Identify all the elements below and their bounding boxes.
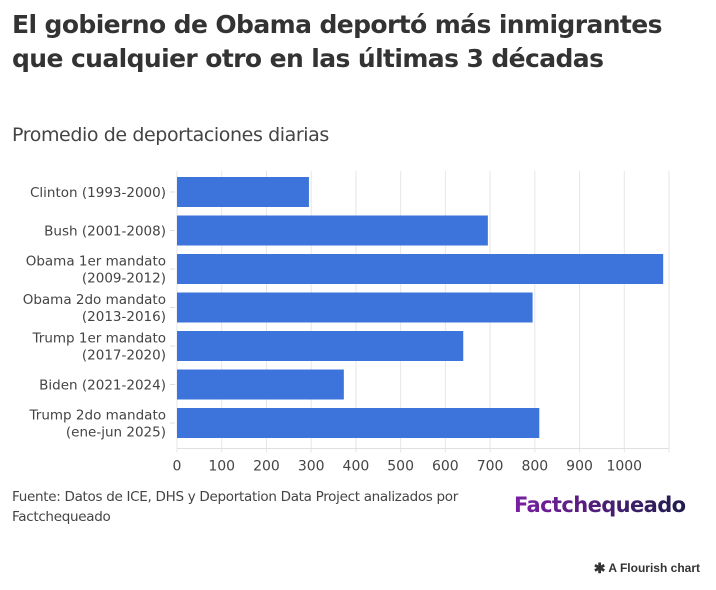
x-tick-label: 500 [387,459,414,475]
bar[interactable] [177,215,488,246]
category-label: Obama 1er mandato (2009-2012) [26,254,166,287]
category-label-line: Biden (2021-2024) [39,378,166,394]
category-label: Clinton (1993-2000) [30,185,166,201]
bar[interactable] [177,408,540,438]
category-label-line: (2013-2016) [82,309,166,325]
x-tick-label: 600 [432,459,459,475]
x-tick-label: 700 [477,459,504,475]
bar[interactable] [177,254,664,284]
bar-chart: Clinton (1993-2000) Bush (2001-2008) Obama… [23,171,670,475]
bars [177,177,664,438]
x-tick-label: 300 [298,459,325,475]
x-axis-ticks: 0 100 200 300 400 500 600 700 800 900 1000 [173,459,643,475]
flourish-credit[interactable]: ✱ A Flourish chart [594,561,700,575]
x-tick-label: 200 [253,459,280,475]
logo-text: Factchequeado [514,493,686,517]
bar[interactable] [177,369,344,400]
factchequeado-logo[interactable]: Factchequeado [512,490,692,520]
category-labels: Clinton (1993-2000) Bush (2001-2008) Obama… [23,185,175,441]
category-label: Obama 2do mandato (2013-2016) [23,292,166,325]
category-label-line: Obama 1er mandato [26,254,166,270]
category-label-line: (2017-2020) [82,348,166,364]
x-tick-label: 0 [173,459,182,475]
chart-title: El gobierno de Obama deportó más inmigra… [12,10,663,73]
category-label: Trump 1er mandato (2017-2020) [32,331,167,364]
x-tick-label: 1000 [606,459,642,475]
category-label: Trump 2do mandato (ene-jun 2025) [29,408,166,441]
x-tick-label: 100 [208,459,235,475]
x-tick-label: 800 [521,459,548,475]
category-label: Bush (2001-2008) [44,224,166,240]
category-label-line: Trump 2do mandato [29,408,166,424]
category-label-line: (ene-jun 2025) [66,425,166,441]
flourish-label: A Flourish chart [608,561,700,575]
bar[interactable] [177,177,309,207]
category-label-line: Obama 2do mandato [23,292,166,308]
category-label-line: Bush (2001-2008) [44,224,166,240]
source-note: Fuente: Datos de ICE, DHS y Deportation … [12,489,459,525]
chart-subtitle: Promedio de deportaciones diarias [12,124,329,146]
category-label-line: Trump 1er mandato [32,331,167,347]
category-label-line: Clinton (1993-2000) [30,185,166,201]
category-label-line: (2009-2012) [82,271,166,287]
bar[interactable] [177,331,464,361]
x-tick-label: 900 [566,459,593,475]
x-tick-label: 400 [343,459,370,475]
bar[interactable] [177,292,533,323]
flourish-star-icon: ✱ [593,560,606,576]
category-label: Biden (2021-2024) [39,378,166,394]
